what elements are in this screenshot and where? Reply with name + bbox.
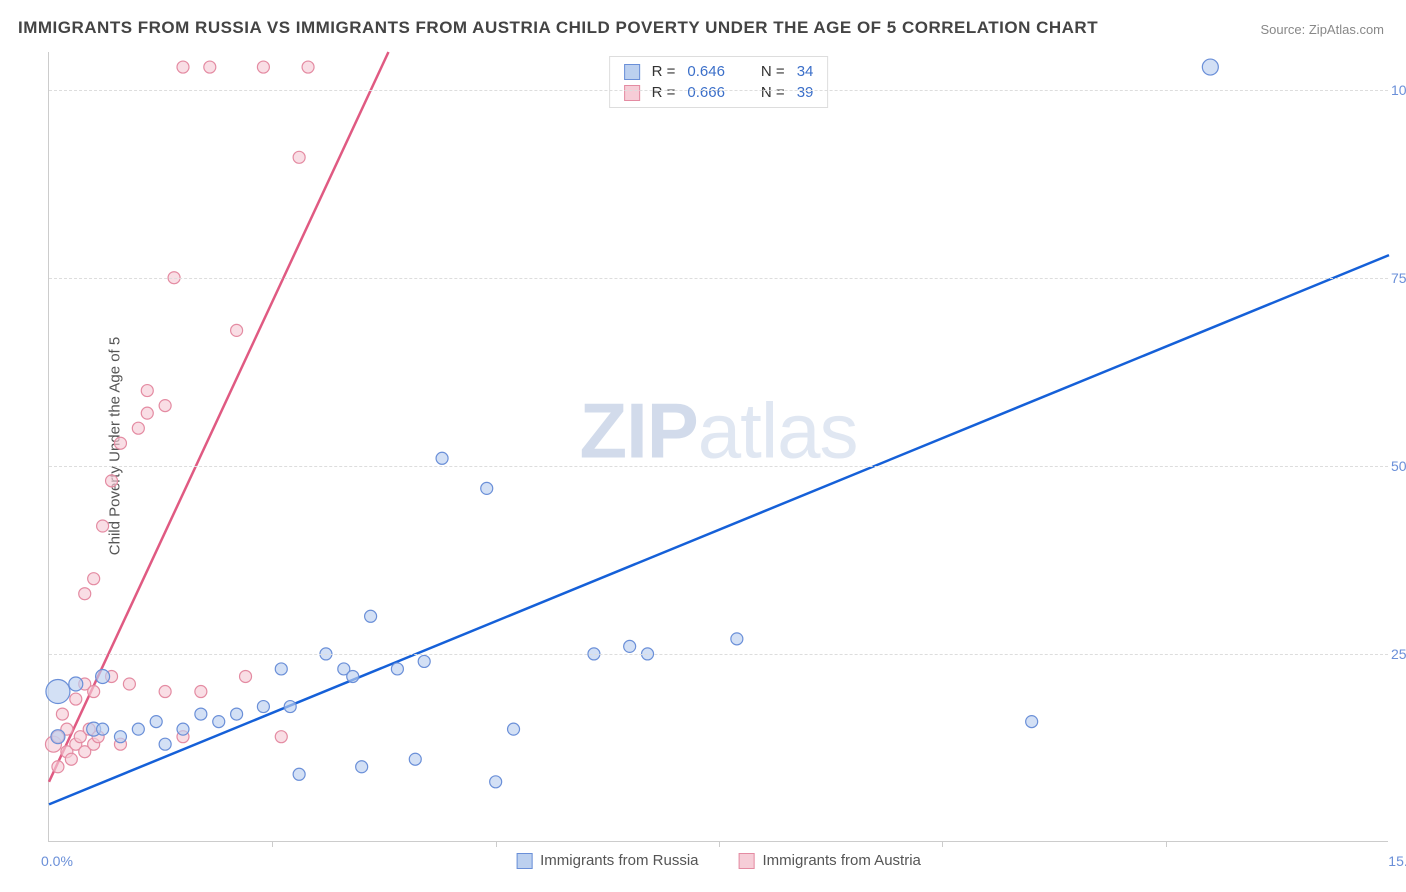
trend-line [49,255,1389,804]
scatter-point-austria [65,753,77,765]
scatter-point-austria [240,670,252,682]
scatter-point-russia [409,753,421,765]
scatter-point-russia [365,610,377,622]
scatter-point-austria [88,686,100,698]
legend-row-austria: R = 0.666 N = 39 [624,82,814,103]
plot-area: ZIPatlas R = 0.646 N = 34 R = 0.666 N = … [48,52,1388,842]
austria-r-value: 0.666 [687,84,725,101]
source-label: Source: ZipAtlas.com [1260,22,1384,37]
r-label: R = [652,63,676,80]
scatter-point-russia [436,452,448,464]
x-tick-mark [272,841,273,847]
scatter-point-russia [490,776,502,788]
legend-swatch-russia [624,64,640,80]
scatter-point-russia [51,730,65,744]
austria-n-value: 39 [797,84,814,101]
legend-row-russia: R = 0.646 N = 34 [624,61,814,82]
scatter-point-austria [52,761,64,773]
scatter-point-russia [481,482,493,494]
scatter-point-austria [123,678,135,690]
scatter-point-austria [275,731,287,743]
scatter-point-russia [347,670,359,682]
scatter-point-russia [284,701,296,713]
russia-r-value: 0.646 [687,63,725,80]
chart-svg [49,52,1388,841]
x-legend-austria-label: Immigrants from Austria [763,852,921,869]
scatter-point-russia [97,723,109,735]
scatter-point-austria [141,407,153,419]
x-legend-russia: Immigrants from Russia [516,852,698,869]
scatter-point-austria [97,520,109,532]
x-legend-austria: Immigrants from Austria [739,852,921,869]
gridline-h [49,654,1388,655]
scatter-point-austria [177,61,189,73]
scatter-point-austria [302,61,314,73]
scatter-point-austria [114,437,126,449]
scatter-point-russia [213,716,225,728]
scatter-point-austria [132,422,144,434]
scatter-point-austria [141,385,153,397]
scatter-point-austria [79,588,91,600]
gridline-h [49,90,1388,91]
scatter-point-russia [293,768,305,780]
x-tick-0: 0.0% [41,853,73,869]
scatter-point-russia [96,669,110,683]
scatter-point-russia [356,761,368,773]
chart-title: IMMIGRANTS FROM RUSSIA VS IMMIGRANTS FRO… [18,18,1098,38]
y-tick-label: 100.0% [1391,82,1406,98]
scatter-point-russia [132,723,144,735]
scatter-point-austria [56,708,68,720]
scatter-point-russia [275,663,287,675]
y-tick-label: 75.0% [1391,270,1406,286]
y-tick-label: 25.0% [1391,646,1406,662]
scatter-point-austria [159,400,171,412]
scatter-point-russia [46,680,70,704]
x-swatch-russia [516,853,532,869]
legend-swatch-austria [624,85,640,101]
x-tick-mark [942,841,943,847]
x-tick-mark [496,841,497,847]
n-label: N = [761,63,785,80]
gridline-h [49,466,1388,467]
scatter-point-russia [391,663,403,675]
scatter-point-russia [1026,716,1038,728]
scatter-point-russia [177,723,189,735]
scatter-point-russia [114,731,126,743]
scatter-point-russia [1202,59,1218,75]
scatter-point-russia [150,716,162,728]
scatter-point-austria [159,686,171,698]
gridline-h [49,278,1388,279]
scatter-point-austria [204,61,216,73]
x-tick-mark [1166,841,1167,847]
y-tick-label: 50.0% [1391,458,1406,474]
x-tick-mark [719,841,720,847]
n-label-2: N = [761,84,785,101]
scatter-point-russia [195,708,207,720]
scatter-point-russia [231,708,243,720]
scatter-point-russia [508,723,520,735]
russia-n-value: 34 [797,63,814,80]
scatter-point-russia [159,738,171,750]
x-axis-legend: Immigrants from Russia Immigrants from A… [516,852,921,869]
scatter-point-russia [257,701,269,713]
scatter-point-austria [88,573,100,585]
scatter-point-russia [731,633,743,645]
scatter-point-russia [69,677,83,691]
scatter-point-austria [106,475,118,487]
scatter-point-austria [257,61,269,73]
scatter-point-austria [195,686,207,698]
scatter-point-austria [70,693,82,705]
r-label-2: R = [652,84,676,101]
scatter-point-russia [418,655,430,667]
scatter-point-austria [231,324,243,336]
scatter-point-russia [624,640,636,652]
x-tick-15: 15.0% [1388,853,1406,869]
correlation-legend: R = 0.646 N = 34 R = 0.666 N = 39 [609,56,829,108]
scatter-point-austria [293,151,305,163]
x-legend-russia-label: Immigrants from Russia [540,852,698,869]
x-swatch-austria [739,853,755,869]
